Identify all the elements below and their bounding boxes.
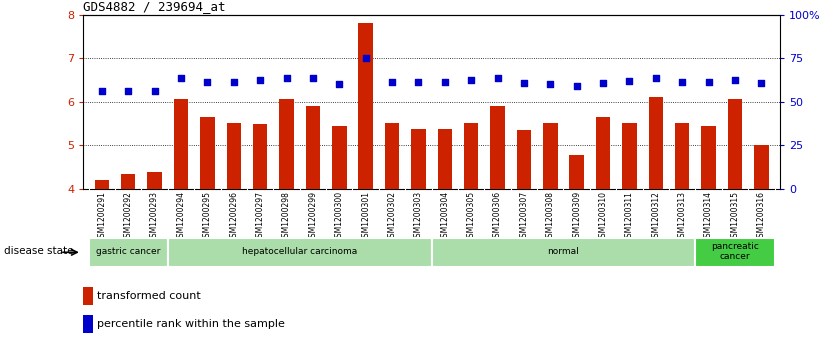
Text: GSM1200296: GSM1200296 [229,191,239,242]
Text: transformed count: transformed count [97,291,200,301]
Text: GSM1200303: GSM1200303 [414,191,423,242]
Bar [253,124,268,189]
Point [465,77,478,83]
Text: GSM1200311: GSM1200311 [625,191,634,242]
Text: GSM1200294: GSM1200294 [177,191,185,242]
Point [122,88,135,94]
Bar [83,315,93,333]
Bar [595,117,610,189]
Text: GSM1200316: GSM1200316 [756,191,766,242]
Point [755,81,768,86]
Bar [570,155,584,189]
Text: disease state: disease state [4,246,73,256]
Text: GSM1200306: GSM1200306 [493,191,502,242]
Text: GSM1200308: GSM1200308 [545,191,555,242]
Bar [701,126,716,189]
Bar [649,97,663,189]
Text: GSM1200291: GSM1200291 [98,191,107,242]
Text: gastric cancer: gastric cancer [96,247,160,256]
Bar [438,129,452,189]
Text: percentile rank within the sample: percentile rank within the sample [97,319,284,329]
Bar [173,99,188,189]
Text: GSM1200297: GSM1200297 [256,191,264,242]
Bar [168,237,432,267]
Bar [227,123,241,189]
Bar [384,123,399,189]
Bar [200,117,214,189]
Point [544,81,557,87]
Point [438,79,451,85]
Bar [432,237,696,267]
Text: GSM1200301: GSM1200301 [361,191,370,242]
Bar [411,129,425,189]
Point [359,55,372,61]
Text: GSM1200295: GSM1200295 [203,191,212,242]
Point [623,78,636,83]
Bar [728,99,742,189]
Text: GSM1200302: GSM1200302 [388,191,396,242]
Text: GSM1200292: GSM1200292 [123,191,133,242]
Point [491,75,505,81]
Point [517,81,530,86]
Text: normal: normal [548,247,580,256]
Bar [543,123,558,189]
Bar [464,123,479,189]
Bar [517,130,531,189]
Text: GSM1200310: GSM1200310 [599,191,607,242]
Text: GSM1200299: GSM1200299 [309,191,318,242]
Text: GSM1200300: GSM1200300 [334,191,344,242]
Point [95,88,108,94]
Bar [148,172,162,189]
Text: GSM1200312: GSM1200312 [651,191,661,242]
Text: GSM1200307: GSM1200307 [520,191,529,242]
Point [254,77,267,83]
Text: GSM1200309: GSM1200309 [572,191,581,242]
Text: GSM1200314: GSM1200314 [704,191,713,242]
Point [201,79,214,85]
Point [148,88,161,94]
Bar [490,106,505,189]
Text: GDS4882 / 239694_at: GDS4882 / 239694_at [83,0,226,13]
Bar [88,237,168,267]
Point [649,75,662,81]
Bar [696,237,775,267]
Point [676,79,689,85]
Point [280,75,294,81]
Point [306,75,319,81]
Text: GSM1200298: GSM1200298 [282,191,291,242]
Bar [305,106,320,189]
Bar [83,287,93,305]
Text: GSM1200315: GSM1200315 [731,191,740,242]
Bar [754,145,769,189]
Point [227,79,240,85]
Text: GSM1200313: GSM1200313 [678,191,686,242]
Text: GSM1200304: GSM1200304 [440,191,450,242]
Point [333,81,346,87]
Text: pancreatic
cancer: pancreatic cancer [711,242,759,261]
Point [174,75,188,81]
Point [702,79,716,85]
Text: hepatocellular carcinoma: hepatocellular carcinoma [242,247,357,256]
Point [412,79,425,85]
Bar [94,180,109,189]
Bar [279,99,294,189]
Point [596,81,610,86]
Bar [121,174,135,189]
Text: GSM1200293: GSM1200293 [150,191,159,242]
Point [570,83,583,89]
Bar [675,123,690,189]
Point [728,77,741,83]
Bar [359,23,373,189]
Text: GSM1200305: GSM1200305 [467,191,475,242]
Bar [332,126,346,189]
Bar [622,123,636,189]
Point [385,79,399,85]
